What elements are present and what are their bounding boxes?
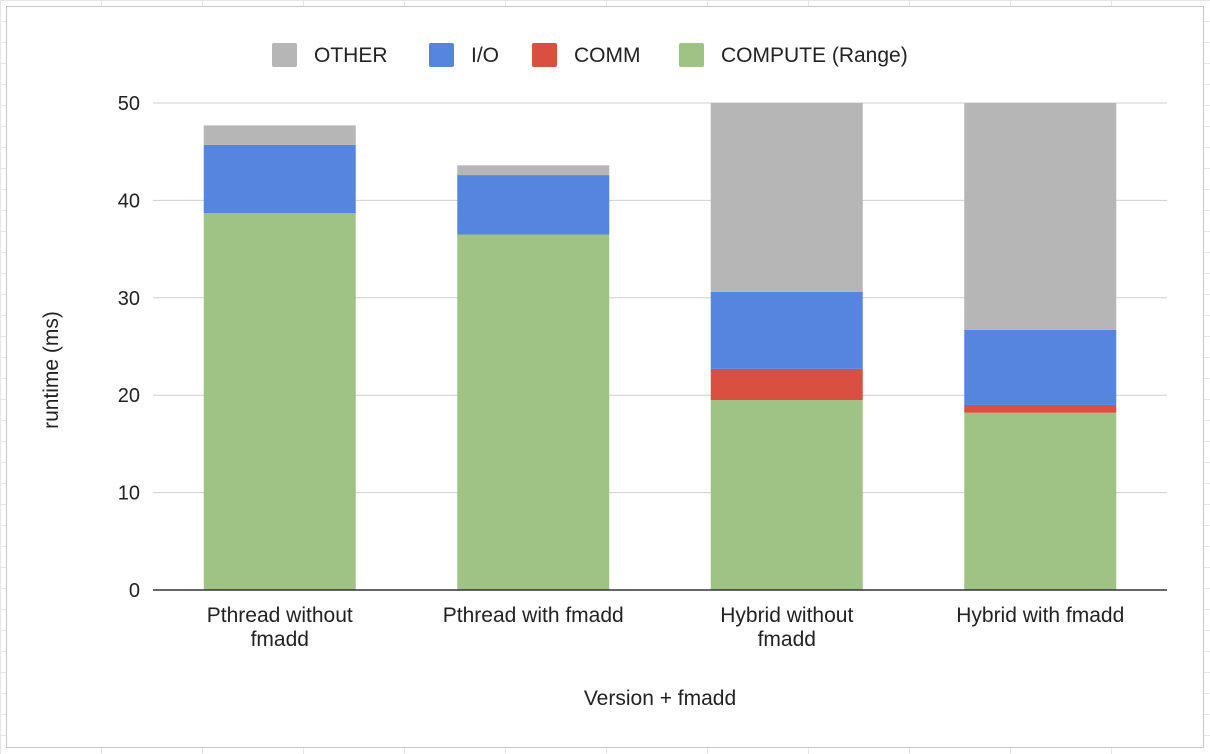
x-axis-categories: Pthread without fmadd Pthread with fmadd Hy… — [207, 604, 1125, 651]
legend-swatch — [532, 43, 557, 67]
legend-label: COMM — [574, 44, 641, 67]
bar-segment — [203, 125, 356, 145]
x-category-label: Hybrid without fmadd — [720, 604, 853, 651]
bar-segment — [710, 368, 863, 401]
bar-segment — [710, 291, 863, 369]
y-tick-label: 30 — [118, 288, 140, 310]
legend: OTHER I/O COMM COMPUTE (Range) — [272, 43, 908, 67]
x-category-label: Pthread without fmadd — [207, 604, 353, 651]
legend-swatch — [679, 43, 704, 67]
x-axis-title: Version + fmadd — [584, 687, 736, 710]
y-tick-label: 0 — [129, 580, 140, 602]
bar-segment — [964, 412, 1117, 590]
bar-segment — [710, 400, 863, 590]
y-axis-title: runtime (ms) — [40, 311, 63, 429]
bar-segment — [964, 404, 1117, 413]
bar-segment — [964, 103, 1117, 330]
y-tick-label: 20 — [118, 385, 140, 407]
bar-segment — [457, 165, 610, 176]
y-tick-label: 50 — [118, 93, 140, 115]
legend-label: COMPUTE (Range) — [721, 44, 908, 67]
y-axis-ticks: 0 10 20 30 40 50 — [118, 93, 140, 602]
y-tick-label: 10 — [118, 483, 140, 505]
bars — [203, 103, 1117, 591]
bar-segment — [457, 234, 610, 591]
x-category-label: Pthread with fmadd — [443, 604, 624, 627]
bar-segment — [964, 329, 1117, 405]
bar-segment — [457, 175, 610, 235]
bar-segment — [710, 103, 863, 292]
legend-label: OTHER — [314, 44, 388, 67]
legend-swatch — [272, 43, 297, 67]
legend-swatch — [429, 43, 454, 67]
bar-segment — [203, 144, 356, 214]
bar-segment — [203, 213, 356, 590]
y-tick-label: 40 — [118, 190, 140, 212]
legend-label: I/O — [471, 44, 499, 67]
x-category-label: Hybrid with fmadd — [956, 604, 1124, 627]
